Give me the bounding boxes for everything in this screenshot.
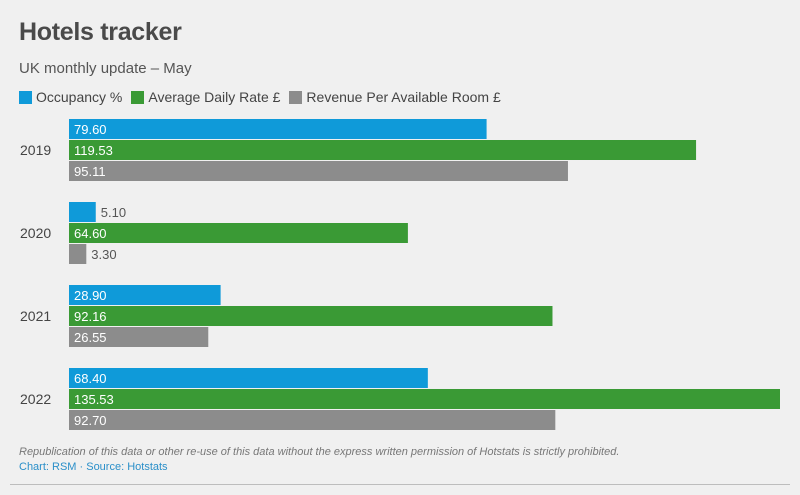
bar-adr-2020 xyxy=(69,223,408,243)
footer-divider xyxy=(10,484,790,485)
chart-source: Chart: RSM · Source: Hotstats xyxy=(19,461,168,473)
bar-adr-2019 xyxy=(69,140,697,160)
legend-swatch-occupancy xyxy=(19,90,32,104)
bar-occupancy-2019 xyxy=(69,119,487,139)
legend-swatch-revpar xyxy=(289,90,303,104)
legend-item-adr: Average Daily Rate £ xyxy=(131,89,280,105)
bar-occupancy-2021 xyxy=(69,285,221,305)
bar-revpar-2022 xyxy=(69,410,556,430)
data-label-revpar-2020: 3.30 xyxy=(91,247,116,262)
chart-legend: Occupancy % Average Daily Rate £ Revenue… xyxy=(19,89,510,105)
category-label-2022: 2022 xyxy=(20,391,51,407)
data-label-adr-2022: 135.53 xyxy=(74,392,114,407)
legend-label-occupancy: Occupancy % xyxy=(36,89,123,105)
bar-revpar-2019 xyxy=(69,161,568,181)
chart-title: Hotels tracker xyxy=(19,18,182,46)
data-label-revpar-2022: 92.70 xyxy=(74,413,107,428)
data-label-occupancy-2019: 79.60 xyxy=(74,122,107,137)
bar-revpar-2021 xyxy=(69,327,209,347)
bar-occupancy-2020 xyxy=(69,202,96,222)
bar-revpar-2020 xyxy=(69,244,87,264)
data-label-adr-2019: 119.53 xyxy=(74,143,113,158)
data-label-occupancy-2022: 68.40 xyxy=(74,371,107,386)
legend-label-revpar: Revenue Per Available Room £ xyxy=(306,89,501,105)
category-label-2019: 2019 xyxy=(20,142,51,158)
data-label-revpar-2021: 26.55 xyxy=(74,330,107,345)
data-label-occupancy-2020: 5.10 xyxy=(101,205,126,220)
legend-label-adr: Average Daily Rate £ xyxy=(148,89,281,105)
category-label-2020: 2020 xyxy=(20,225,51,241)
bar-occupancy-2022 xyxy=(69,368,428,388)
chart-subtitle: UK monthly update – May xyxy=(19,60,192,77)
legend-item-occupancy: Occupancy % xyxy=(19,89,122,105)
data-label-revpar-2019: 95.11 xyxy=(74,164,106,179)
republication-note: Republication of this data or other re-u… xyxy=(19,446,620,458)
bar-adr-2022 xyxy=(69,389,780,409)
data-label-adr-2020: 64.60 xyxy=(74,226,107,241)
data-label-adr-2021: 92.16 xyxy=(74,309,107,324)
legend-item-revpar: Revenue Per Available Room £ xyxy=(289,89,501,105)
category-label-2021: 2021 xyxy=(20,308,51,324)
legend-swatch-adr xyxy=(131,90,145,104)
data-label-occupancy-2021: 28.90 xyxy=(74,288,107,303)
bar-adr-2021 xyxy=(69,306,553,326)
